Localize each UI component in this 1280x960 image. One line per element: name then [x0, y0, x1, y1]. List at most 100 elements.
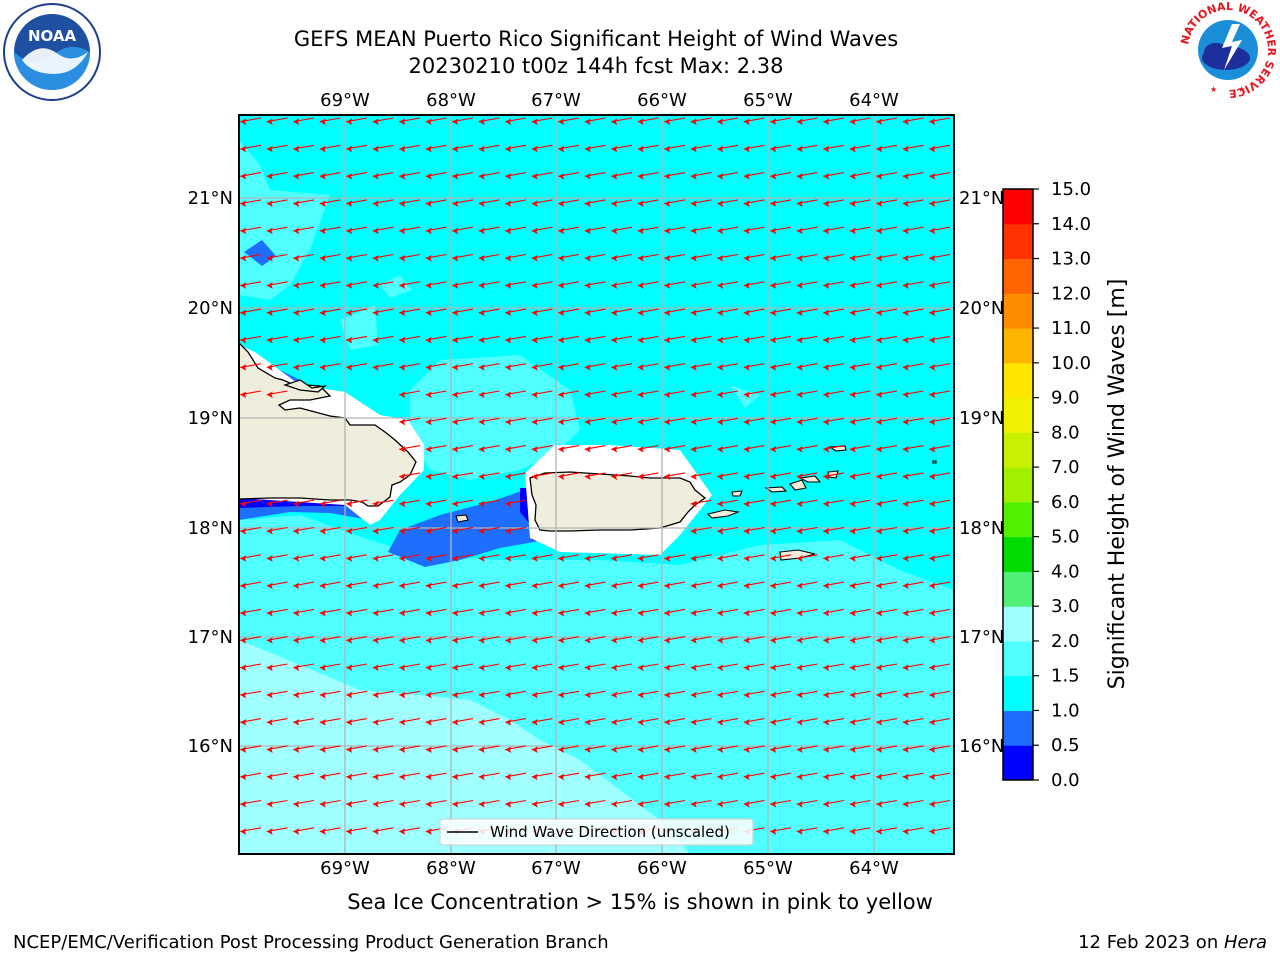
wave-direction-arrow [902, 144, 924, 153]
wave-direction-arrow [452, 308, 474, 317]
colorbar-label: Significant Height of Wind Waves [m] [1105, 279, 1130, 690]
wave-direction-arrow [399, 690, 421, 699]
wave-direction-arrow [346, 226, 368, 235]
wave-direction-arrow [531, 199, 553, 207]
wave-direction-arrow [266, 363, 288, 371]
wave-direction-arrow [452, 499, 474, 508]
wave-direction-arrow [478, 554, 500, 562]
wave-direction-arrow [425, 554, 447, 562]
wave-direction-arrow [664, 335, 686, 344]
wave-direction-arrow [690, 253, 712, 262]
wave-direction-arrow [902, 281, 924, 289]
wave-direction-arrow [346, 827, 368, 835]
wave-direction-arrow [478, 772, 500, 781]
wave-direction-arrow [240, 390, 262, 399]
wave-direction-arrow [319, 608, 341, 617]
wave-direction-arrow [876, 772, 898, 781]
wave-direction-arrow [266, 335, 288, 344]
colorbar-block [1003, 675, 1033, 711]
wave-direction-arrow [796, 226, 818, 235]
wave-direction-arrow [902, 608, 924, 617]
colorbar-tick-label: 11.0 [1051, 318, 1091, 339]
wave-direction-arrow [743, 363, 765, 371]
wave-direction-arrow [478, 226, 500, 235]
wave-direction-arrow [849, 472, 871, 480]
wave-direction-arrow [452, 472, 474, 480]
wave-direction-arrow [478, 281, 500, 289]
wave-direction-arrow [266, 799, 288, 808]
wave-direction-arrow [425, 799, 447, 808]
wave-direction-arrow [478, 690, 500, 699]
colorbar-tick-label: 0.0 [1051, 770, 1080, 791]
wave-direction-arrow [770, 799, 792, 808]
wave-direction-arrow [399, 608, 421, 617]
colorbar-tick-label: 9.0 [1051, 388, 1080, 409]
wave-direction-arrow [346, 308, 368, 317]
colorbar-tick-label: 14.0 [1051, 214, 1091, 235]
wave-direction-arrow [770, 117, 792, 126]
wave-direction-arrow [372, 144, 394, 153]
wave-direction-arrow [717, 390, 739, 399]
wave-direction-arrow [717, 253, 739, 262]
wave-direction-arrow [690, 526, 712, 535]
wave-direction-arrow [876, 144, 898, 153]
wave-direction-arrow [505, 772, 527, 781]
wave-direction-arrow [796, 799, 818, 808]
wave-direction-arrow [346, 554, 368, 562]
wave-direction-arrow [372, 799, 394, 808]
wave-direction-arrow [319, 499, 341, 508]
wave-direction-arrow [346, 172, 368, 180]
wave-direction-arrow [611, 745, 633, 753]
arrow-legend: Wind Wave Direction (unscaled) [439, 818, 754, 846]
wave-direction-arrow [637, 718, 659, 726]
colorbar-block [1003, 710, 1033, 746]
wave-direction-arrow [319, 718, 341, 726]
wave-direction-arrow [558, 472, 580, 480]
wave-direction-arrow [902, 172, 924, 180]
wave-direction-arrow [399, 144, 421, 153]
wave-direction-arrow [849, 335, 871, 344]
wave-direction-arrow [796, 581, 818, 590]
wave-direction-arrow [240, 581, 262, 590]
wave-direction-arrow [849, 690, 871, 699]
wave-direction-arrow [372, 281, 394, 289]
wave-direction-arrow [266, 827, 288, 835]
wave-direction-arrow [319, 308, 341, 317]
wave-direction-arrow [266, 499, 288, 508]
wave-direction-arrow [267, 855, 288, 862]
wave-direction-arrow [399, 581, 421, 590]
wave-direction-arrow [717, 554, 739, 562]
wave-direction-arrow [425, 281, 447, 289]
wave-direction-arrow [372, 308, 394, 317]
wave-direction-arrow [770, 608, 792, 617]
wave-direction-arrow [266, 745, 288, 753]
wave-direction-arrow [346, 253, 368, 262]
wave-direction-arrow [929, 172, 951, 180]
wave-direction-arrow [558, 144, 580, 153]
wave-direction-arrow [717, 581, 739, 590]
wave-direction-arrow [293, 117, 315, 126]
wave-direction-arrow [743, 663, 765, 672]
wave-direction-arrow [293, 608, 315, 617]
wave-direction-arrow [637, 253, 659, 262]
wave-direction-arrow [690, 226, 712, 235]
wave-direction-arrow [319, 581, 341, 590]
wave-direction-arrow [558, 663, 580, 672]
lon-label-bottom: 69°W [320, 858, 370, 879]
wave-direction-arrow [372, 199, 394, 207]
wave-direction-arrow [743, 253, 765, 262]
wave-direction-arrow [876, 827, 898, 835]
wave-direction-arrow [372, 772, 394, 781]
wave-direction-arrow [796, 636, 818, 644]
colorbar: 0.0 0.5 1.0 1.5 2.0 3.0 4.0 5.0 6.0 7.0 8.0 9.0 10.0… [1002, 179, 1130, 791]
wave-direction-arrow [796, 281, 818, 289]
wave-direction-arrow [584, 772, 606, 781]
small-islands [455, 445, 937, 561]
wave-direction-arrow [293, 690, 315, 699]
wave-direction-arrow [770, 663, 792, 672]
wave-direction-arrow [372, 608, 394, 617]
wave-direction-arrow [505, 144, 527, 153]
wave-direction-arrow [293, 253, 315, 262]
wave-direction-arrow [346, 772, 368, 781]
wave-direction-arrow [240, 690, 262, 699]
